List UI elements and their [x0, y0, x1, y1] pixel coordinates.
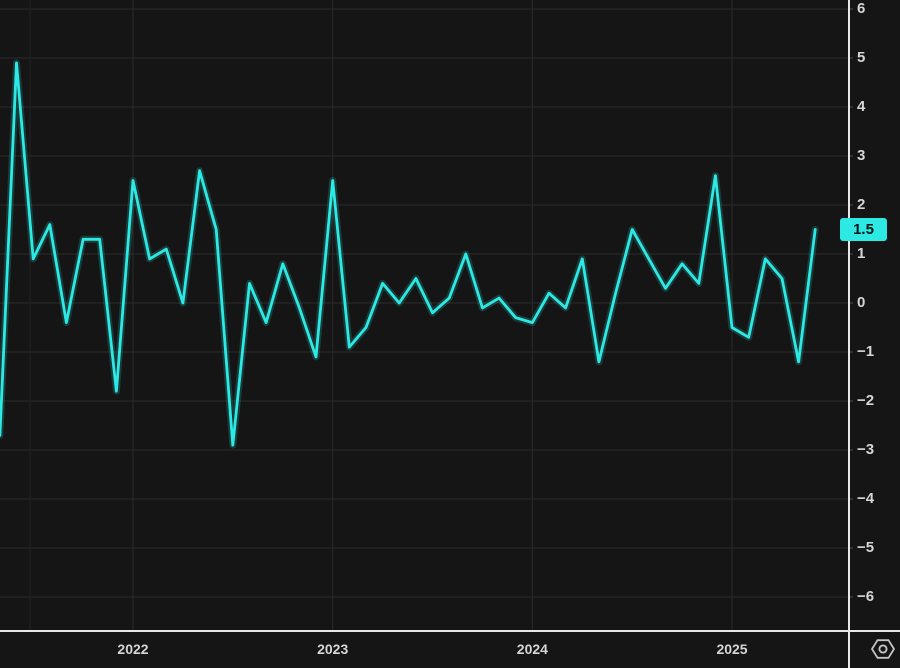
y-axis-label: 5: [857, 49, 866, 66]
x-axis-year-label: 2023: [317, 641, 349, 657]
last-value-badge: 1.5: [840, 218, 887, 241]
y-axis-label: 0: [857, 294, 866, 311]
x-axis-year-label: 2022: [117, 641, 149, 657]
y-axis-label: 4: [857, 98, 866, 115]
y-axis-label: 3: [857, 147, 866, 164]
y-axis-label: −1: [857, 343, 875, 360]
hexagon-gear-icon: [871, 639, 895, 659]
y-axis-label: −6: [857, 588, 875, 605]
last-value-label: 1.5: [853, 221, 874, 238]
x-axis-year-label: 2024: [516, 641, 548, 657]
series-line: [0, 61, 817, 447]
chart-settings-button[interactable]: [866, 634, 900, 664]
x-axis-year-label: 2025: [716, 641, 748, 657]
y-axis-label: −3: [857, 441, 875, 458]
y-axis-label: −2: [857, 392, 875, 409]
y-axis-label: 6: [857, 0, 866, 17]
y-axis-label: 1: [857, 245, 866, 262]
right-axis-line: [848, 0, 850, 668]
y-axis-label: −5: [857, 539, 875, 556]
y-axis-label: 2: [857, 196, 866, 213]
bottom-axis-line: [0, 630, 900, 632]
y-axis-label: −4: [857, 490, 875, 507]
